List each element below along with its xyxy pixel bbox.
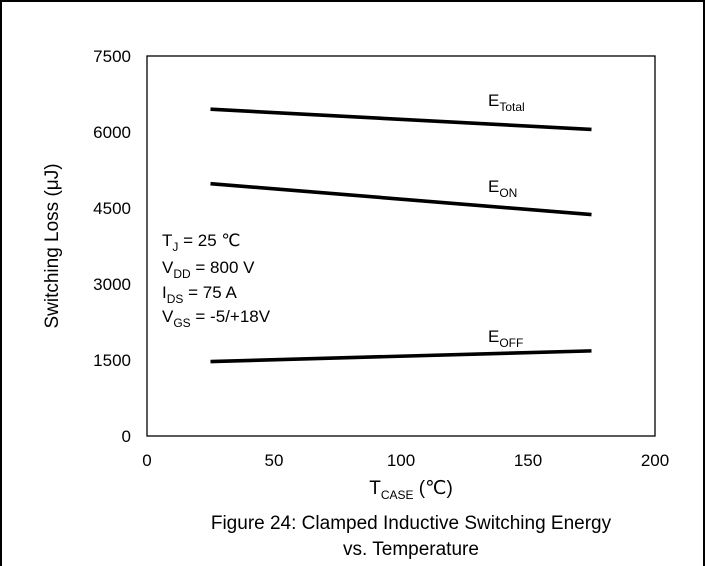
y-tick-label: 4500 xyxy=(93,199,131,218)
tick-labels: 0 50 100 150 200 0 1500 3000 4500 6000 7500 xyxy=(93,47,669,470)
series-line-on xyxy=(210,181,592,217)
series-line-off xyxy=(210,349,592,364)
y-tick-label: 1500 xyxy=(93,351,131,370)
series-label-on: EON xyxy=(488,177,517,200)
plot-area xyxy=(146,55,656,437)
series-lines xyxy=(210,107,592,364)
y-tick-label: 6000 xyxy=(93,123,131,142)
series-label-total: ETotal xyxy=(488,91,525,114)
condition-ids: IDS = 75 A xyxy=(162,283,237,306)
x-axis-title: TCASE (℃) xyxy=(369,478,453,502)
x-tick-label: 50 xyxy=(265,451,284,470)
condition-tj: TJ = 25 ℃ xyxy=(162,231,241,254)
condition-vgs: VGS = -5/+18V xyxy=(162,307,271,330)
series-labels: ETotal EON EOFF xyxy=(488,91,525,350)
figure-caption-line-2: vs. Temperature xyxy=(343,539,479,560)
conditions-background xyxy=(153,210,311,338)
conditions-box: TJ = 25 ℃ VDD = 800 V IDS = 75 A VGS = -… xyxy=(153,210,311,338)
x-tick-label: 150 xyxy=(514,451,542,470)
x-tick-label: 100 xyxy=(387,451,415,470)
y-tick-label: 0 xyxy=(122,427,131,446)
x-tick-label: 0 xyxy=(142,451,151,470)
series-label-off: EOFF xyxy=(488,327,523,350)
y-tick-label: 7500 xyxy=(93,47,131,66)
figure-caption-line-1: Figure 24: Clamped Inductive Switching E… xyxy=(211,513,612,534)
y-axis-title: Switching Loss (μJ) xyxy=(42,163,63,328)
x-tick-label: 200 xyxy=(641,451,669,470)
condition-vdd: VDD = 800 V xyxy=(162,258,255,281)
series-line-total xyxy=(210,107,592,132)
y-tick-label: 3000 xyxy=(93,275,131,294)
